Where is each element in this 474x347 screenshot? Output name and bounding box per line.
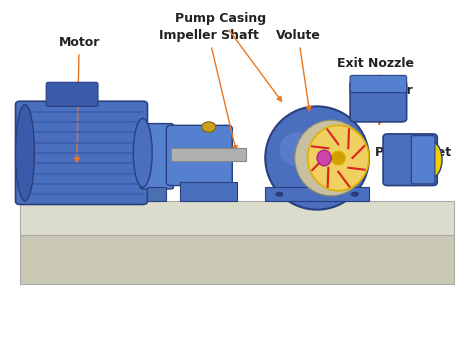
Polygon shape	[20, 236, 454, 283]
Polygon shape	[265, 187, 369, 201]
Ellipse shape	[308, 125, 369, 191]
FancyBboxPatch shape	[166, 125, 232, 186]
FancyBboxPatch shape	[350, 75, 407, 93]
Ellipse shape	[276, 192, 283, 196]
FancyBboxPatch shape	[350, 81, 407, 122]
FancyBboxPatch shape	[140, 124, 173, 189]
FancyBboxPatch shape	[171, 148, 246, 161]
Text: Exit Nozzle: Exit Nozzle	[337, 57, 414, 87]
Ellipse shape	[133, 118, 152, 187]
Text: Pump Inlet: Pump Inlet	[375, 146, 451, 159]
Ellipse shape	[295, 120, 368, 196]
Ellipse shape	[331, 151, 346, 165]
Polygon shape	[147, 187, 166, 201]
Ellipse shape	[351, 192, 358, 196]
Polygon shape	[181, 182, 237, 201]
Ellipse shape	[16, 105, 35, 201]
Ellipse shape	[361, 77, 396, 91]
Ellipse shape	[201, 122, 216, 132]
Ellipse shape	[279, 132, 317, 167]
Ellipse shape	[265, 107, 369, 210]
Polygon shape	[20, 201, 454, 236]
Text: Impeller Shaft: Impeller Shaft	[159, 29, 259, 150]
FancyBboxPatch shape	[383, 134, 438, 186]
Text: Impeller: Impeller	[356, 84, 414, 125]
FancyBboxPatch shape	[16, 101, 147, 204]
Ellipse shape	[317, 150, 331, 166]
FancyBboxPatch shape	[46, 82, 98, 107]
Text: Volute: Volute	[276, 29, 321, 111]
Text: Motor: Motor	[58, 36, 100, 162]
Text: Pump Casing: Pump Casing	[175, 12, 282, 101]
Ellipse shape	[423, 143, 442, 177]
FancyBboxPatch shape	[411, 136, 435, 184]
